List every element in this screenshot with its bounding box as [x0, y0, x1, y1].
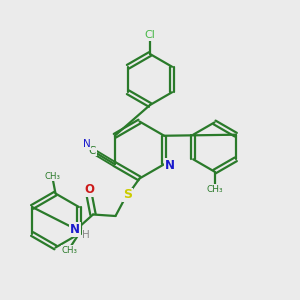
Text: CH₃: CH₃	[206, 184, 223, 194]
Text: CH₃: CH₃	[62, 246, 78, 255]
Text: S: S	[123, 188, 132, 202]
Text: C: C	[88, 146, 96, 156]
Text: N: N	[83, 139, 91, 149]
Text: H: H	[82, 230, 90, 240]
Text: CH₃: CH₃	[44, 172, 61, 181]
Text: Cl: Cl	[145, 30, 155, 40]
Text: O: O	[84, 183, 94, 196]
Text: N: N	[165, 159, 175, 172]
Text: N: N	[70, 223, 80, 236]
